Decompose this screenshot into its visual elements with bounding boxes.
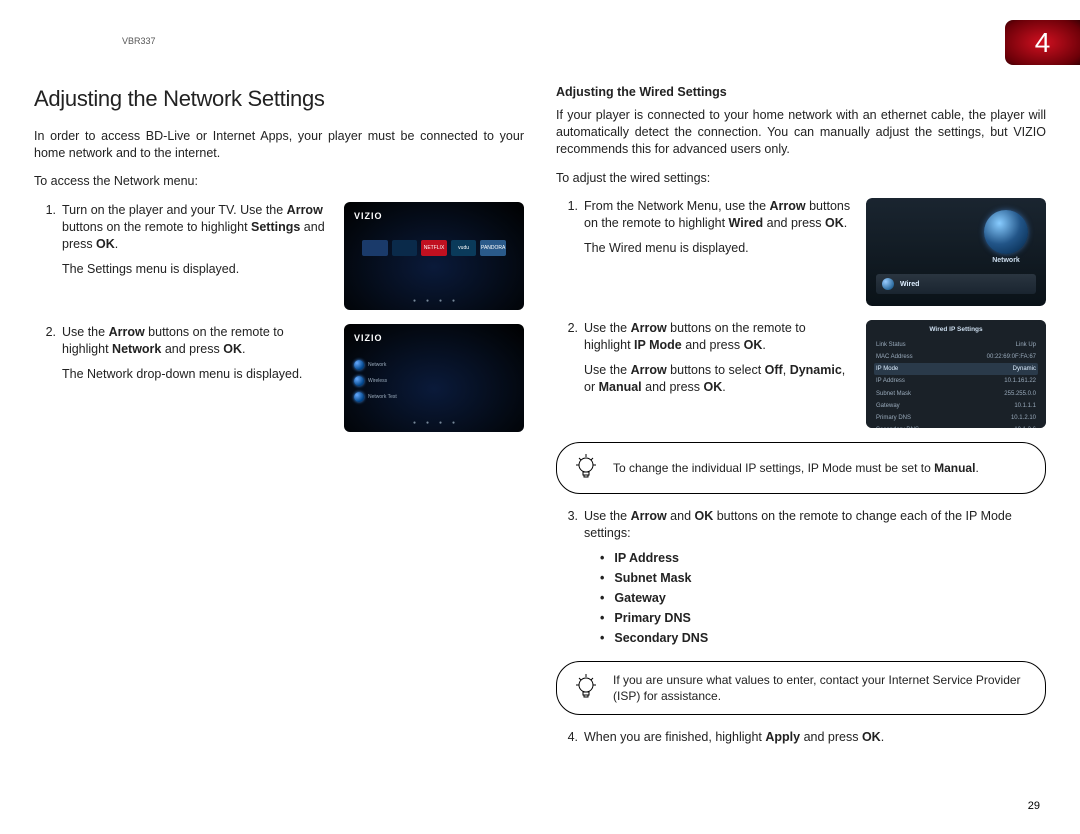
step-3: 3. Use the Arrow and OK buttons on the r… bbox=[556, 508, 1046, 646]
bullet-item: Secondary DNS bbox=[600, 630, 1046, 647]
access-line: To adjust the wired settings: bbox=[556, 170, 1046, 187]
step-sub: Use the Arrow buttons to select Off, Dyn… bbox=[584, 362, 854, 396]
app-tile: NETFLIX bbox=[421, 240, 447, 256]
step-2: 2. Use the Arrow buttons on the remote t… bbox=[556, 320, 1046, 428]
step-body: From the Network Menu, use the Arrow but… bbox=[584, 198, 854, 232]
tip-box: If you are unsure what values to enter, … bbox=[556, 661, 1046, 715]
model-code: VBR337 bbox=[122, 36, 156, 46]
left-column: Adjusting the Network Settings In order … bbox=[34, 84, 524, 754]
ip-row: IP Address10.1.161.22 bbox=[874, 375, 1038, 387]
intro-text: If your player is connected to your home… bbox=[556, 107, 1046, 158]
tip-text: If you are unsure what values to enter, … bbox=[613, 672, 1029, 704]
step-body: When you are finished, highlight Apply a… bbox=[584, 729, 1046, 746]
bullet-item: Primary DNS bbox=[600, 610, 1046, 627]
network-label: Network bbox=[974, 256, 1038, 265]
bullet-item: Gateway bbox=[600, 590, 1046, 607]
app-tile bbox=[392, 240, 418, 256]
chapter-tab: 4 bbox=[1005, 20, 1080, 65]
vizio-logo: VIZIO bbox=[354, 210, 383, 222]
chapter-number: 4 bbox=[1035, 27, 1051, 59]
vizio-logo: VIZIO bbox=[354, 332, 383, 344]
step-number: 2. bbox=[556, 320, 578, 354]
page-number: 29 bbox=[1028, 800, 1040, 812]
wired-icon bbox=[882, 278, 894, 290]
ip-row: Link StatusLink Up bbox=[874, 339, 1038, 351]
network-globe-icon bbox=[984, 210, 1028, 254]
screenshot-vizio-apps: VIZIO NETFLIXvuduPANDORA ●●●● bbox=[344, 202, 524, 310]
step-number: 3. bbox=[556, 508, 578, 542]
step-2-text: 2. Use the Arrow buttons on the remote t… bbox=[34, 324, 332, 389]
screenshot-wired-menu: Network Wired bbox=[866, 198, 1046, 306]
ip-bullet-list: IP Address Subnet Mask Gateway Primary DNS S… bbox=[600, 550, 1046, 646]
screenshot-vizio-network: VIZIO NetworkWirelessNetwork Test ●●●● bbox=[344, 324, 524, 432]
step-text: 1. From the Network Menu, use the Arrow … bbox=[556, 198, 854, 263]
step-body: Use the Arrow buttons on the remote to h… bbox=[62, 324, 332, 358]
ip-title: Wired IP Settings bbox=[874, 326, 1038, 335]
ip-row: Primary DNS10.1.2.10 bbox=[874, 412, 1038, 424]
side-item: Wireless bbox=[354, 376, 397, 386]
step-2: 2. Use the Arrow buttons on the remote t… bbox=[34, 324, 524, 432]
content-columns: Adjusting the Network Settings In order … bbox=[34, 84, 1046, 754]
step-sub: The Wired menu is displayed. bbox=[584, 240, 854, 257]
ip-row: IP ModeDynamic bbox=[874, 363, 1038, 375]
side-item: Network Test bbox=[354, 392, 397, 402]
step-sub: The Network drop-down menu is displayed. bbox=[62, 366, 332, 383]
intro-text: In order to access BD-Live or Internet A… bbox=[34, 128, 524, 162]
tip-box: To change the individual IP settings, IP… bbox=[556, 442, 1046, 494]
sub-heading: Adjusting the Wired Settings bbox=[556, 84, 1046, 101]
right-column: Adjusting the Wired Settings If your pla… bbox=[556, 84, 1046, 754]
ip-row: Gateway10.1.1.1 bbox=[874, 400, 1038, 412]
app-row: NETFLIXvuduPANDORA bbox=[362, 240, 506, 256]
step-number: 2. bbox=[34, 324, 56, 358]
step-number: 1. bbox=[556, 198, 578, 232]
screenshot-ip-settings: Wired IP Settings Link StatusLink UpMAC … bbox=[866, 320, 1046, 428]
step-number: 4. bbox=[556, 729, 578, 746]
step-1: 1. From the Network Menu, use the Arrow … bbox=[556, 198, 1046, 306]
app-tile: PANDORA bbox=[480, 240, 506, 256]
step-body: Use the Arrow and OK buttons on the remo… bbox=[584, 508, 1046, 542]
step-1: 1. Turn on the player and your TV. Use t… bbox=[34, 202, 524, 310]
app-tile: vudu bbox=[451, 240, 477, 256]
side-item: Network bbox=[354, 360, 397, 370]
step-1-text: 1. Turn on the player and your TV. Use t… bbox=[34, 202, 332, 284]
ip-row: MAC Address00:22:69:0F:FA:67 bbox=[874, 351, 1038, 363]
step-body: Use the Arrow buttons on the remote to h… bbox=[584, 320, 854, 354]
section-heading: Adjusting the Network Settings bbox=[34, 84, 524, 114]
tip-text: To change the individual IP settings, IP… bbox=[613, 460, 979, 476]
wired-label: Wired bbox=[900, 280, 919, 289]
lightbulb-icon bbox=[571, 673, 601, 703]
bullet-item: Subnet Mask bbox=[600, 570, 1046, 587]
step-sub: The Settings menu is displayed. bbox=[62, 261, 332, 278]
app-tile bbox=[362, 240, 388, 256]
step-number: 1. bbox=[34, 202, 56, 253]
step-4: 4. When you are finished, highlight Appl… bbox=[556, 729, 1046, 746]
wired-row: Wired bbox=[876, 274, 1036, 294]
lightbulb-icon bbox=[571, 453, 601, 483]
step-text: 2. Use the Arrow buttons on the remote t… bbox=[556, 320, 854, 402]
access-line: To access the Network menu: bbox=[34, 173, 524, 190]
ip-row: Subnet Mask255.255.0.0 bbox=[874, 388, 1038, 400]
bullet-item: IP Address bbox=[600, 550, 1046, 567]
ip-row: Secondary DNS10.1.2.6 bbox=[874, 424, 1038, 429]
step-body: Turn on the player and your TV. Use the … bbox=[62, 202, 332, 253]
